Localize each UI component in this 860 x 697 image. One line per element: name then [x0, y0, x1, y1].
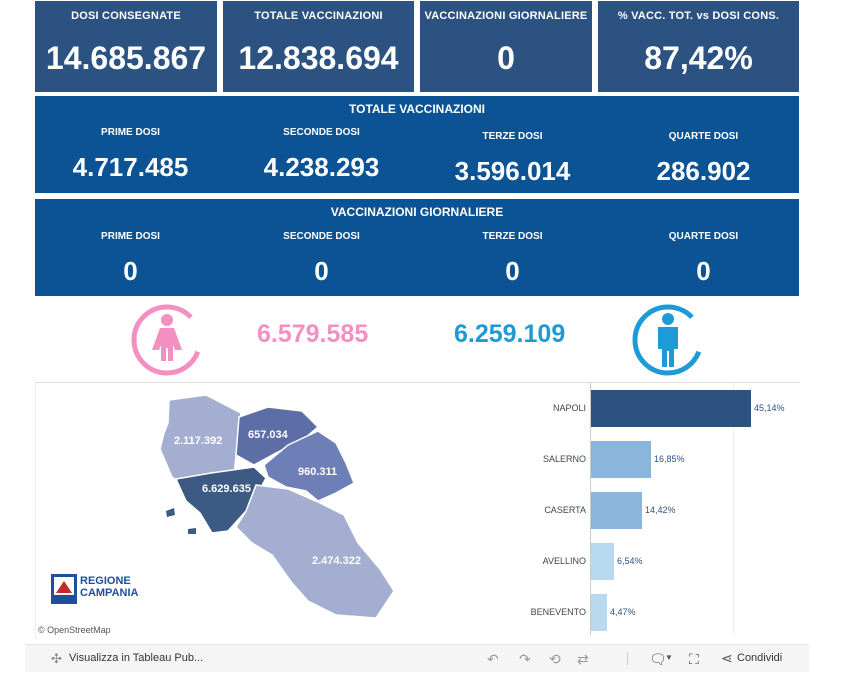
- col-label: QUARTE DOSI: [668, 131, 739, 142]
- col-value: 0: [696, 256, 711, 286]
- quarte-dosi: QUARTE DOSI 0: [608, 231, 799, 287]
- terze-dosi: TERZE DOSI 0: [417, 231, 608, 287]
- map-region-avellino: [263, 430, 355, 502]
- col-label: PRIME DOSI: [101, 127, 160, 138]
- tableau-toolbar: ✣ Visualizza in Tableau Pub... ↶ ↷ ⟲ ⇄ 🗨…: [25, 644, 809, 672]
- bar-avellino[interactable]: [591, 543, 614, 580]
- comment-icon[interactable]: 🗨: [649, 651, 667, 667]
- col-value: 4.717.485: [72, 152, 189, 182]
- col-value: 4.238.293: [263, 152, 380, 182]
- bar-value-benevento: 4,47%: [610, 606, 636, 617]
- kpi-vaccinazioni-giornaliere: VACCINAZIONI GIORNALIERE 0: [420, 1, 592, 92]
- terze-dosi: TERZE DOSI 3.596.014: [417, 131, 608, 187]
- kpi-dosi-consegnate: DOSI CONSEGNATE 14.685.867: [35, 1, 217, 92]
- map-label-benevento: 657.034: [248, 429, 288, 441]
- col-value: 0: [505, 256, 520, 286]
- bar-salerno[interactable]: [591, 441, 651, 478]
- prime-dosi: PRIME DOSI 0: [35, 231, 226, 287]
- col-label: PRIME DOSI: [101, 231, 160, 242]
- bar-label-caserta: CASERTA: [544, 504, 586, 515]
- prime-dosi: PRIME DOSI 4.717.485: [35, 127, 226, 183]
- bar-value-caserta: 14,42%: [645, 504, 676, 515]
- bar-value-napoli: 45,14%: [754, 402, 785, 413]
- fullscreen-icon[interactable]: ⛶: [689, 651, 699, 667]
- female-icon: [131, 304, 203, 376]
- regione-campania-logo: REGIONE CAMPANIA: [50, 573, 160, 607]
- share-icon[interactable]: ⋖: [721, 650, 733, 666]
- view-in-tableau-link[interactable]: Visualizza in Tableau Pub...: [69, 652, 204, 664]
- logo-line1: REGIONE: [80, 575, 131, 587]
- kpi-title: DOSI CONSEGNATE: [71, 10, 181, 22]
- revert-icon[interactable]: ⟲: [549, 651, 561, 667]
- col-value: 286.902: [656, 156, 751, 186]
- totale-vaccinazioni-panel: TOTALE VACCINAZIONI PRIME DOSI 4.717.485…: [35, 96, 799, 193]
- col-label: SECONDE DOSI: [283, 127, 360, 138]
- col-value: 0: [314, 256, 329, 286]
- bar-caserta[interactable]: [591, 492, 642, 529]
- bar-label-salerno: SALERNO: [542, 453, 586, 464]
- map-label-salerno: 2.474.322: [312, 555, 361, 567]
- col-label: SECONDE DOSI: [283, 231, 360, 242]
- male-icon: [632, 304, 704, 376]
- col-label: QUARTE DOSI: [668, 231, 739, 242]
- logo-line2: CAMPANIA: [80, 587, 139, 599]
- chart-gridline: [733, 383, 734, 635]
- kpi-value: 14.685.867: [45, 40, 207, 76]
- bar-benevento[interactable]: [591, 594, 607, 631]
- campania-emblem-icon: [51, 574, 77, 604]
- refresh-icon[interactable]: ⇄: [577, 651, 589, 667]
- panel-title: VACCINAZIONI GIORNALIERE: [330, 205, 504, 219]
- bar-value-salerno: 16,85%: [654, 453, 685, 464]
- bar-napoli[interactable]: [591, 390, 751, 427]
- share-button[interactable]: Condividi: [737, 652, 783, 664]
- kpi-value: 87,42%: [644, 40, 753, 76]
- col-value: 0: [123, 256, 138, 286]
- col-label: TERZE DOSI: [482, 231, 543, 242]
- kpi-value: 12.838.694: [238, 40, 399, 76]
- map-attribution[interactable]: © OpenStreetMap: [38, 625, 111, 635]
- col-label: TERZE DOSI: [482, 131, 543, 142]
- bar-label-avellino: AVELLINO: [542, 555, 586, 566]
- kpi-totale-vaccinazioni: TOTALE VACCINAZIONI 12.838.694: [223, 1, 414, 92]
- panel-title: TOTALE VACCINAZIONI: [349, 102, 485, 116]
- seconde-dosi: SECONDE DOSI 0: [226, 231, 417, 287]
- toolbar-divider: [627, 652, 628, 665]
- kpi-value: 0: [497, 40, 515, 76]
- tableau-icon: ✣: [51, 651, 62, 666]
- vaccinazioni-giornaliere-panel: VACCINAZIONI GIORNALIERE PRIME DOSI 0 SE…: [35, 199, 799, 296]
- quarte-dosi: QUARTE DOSI 286.902: [608, 131, 799, 187]
- map-label-napoli: 6.629.635: [202, 483, 251, 495]
- bar-value-avellino: 6,54%: [617, 555, 643, 566]
- map-label-avellino: 960.311: [298, 466, 338, 478]
- redo-icon[interactable]: ↷: [519, 651, 531, 667]
- male-count: 6.259.109: [454, 320, 566, 348]
- map-region-salerno: [235, 484, 395, 619]
- kpi-percent-vacc: % VACC. TOT. vs DOSI CONS. 87,42%: [598, 1, 799, 92]
- female-count: 6.579.585: [257, 320, 369, 348]
- chart-axis-line: [590, 383, 591, 635]
- bar-label-benevento: BENEVENTO: [530, 606, 586, 617]
- province-bar-chart: [519, 382, 800, 639]
- campania-map[interactable]: 2.117.392 657.034 960.311 6.629.635 2.47…: [35, 382, 520, 639]
- bar-label-napoli: NAPOLI: [552, 402, 586, 413]
- seconde-dosi: SECONDE DOSI 4.238.293: [226, 127, 417, 183]
- kpi-title: % VACC. TOT. vs DOSI CONS.: [617, 10, 780, 22]
- map-label-caserta: 2.117.392: [174, 435, 223, 447]
- chevron-down-icon[interactable]: ▼: [665, 653, 673, 662]
- undo-icon[interactable]: ↶: [487, 651, 499, 667]
- kpi-title: TOTALE VACCINAZIONI: [254, 10, 383, 22]
- col-value: 3.596.014: [454, 156, 571, 186]
- kpi-title: VACCINAZIONI GIORNALIERE: [424, 10, 588, 22]
